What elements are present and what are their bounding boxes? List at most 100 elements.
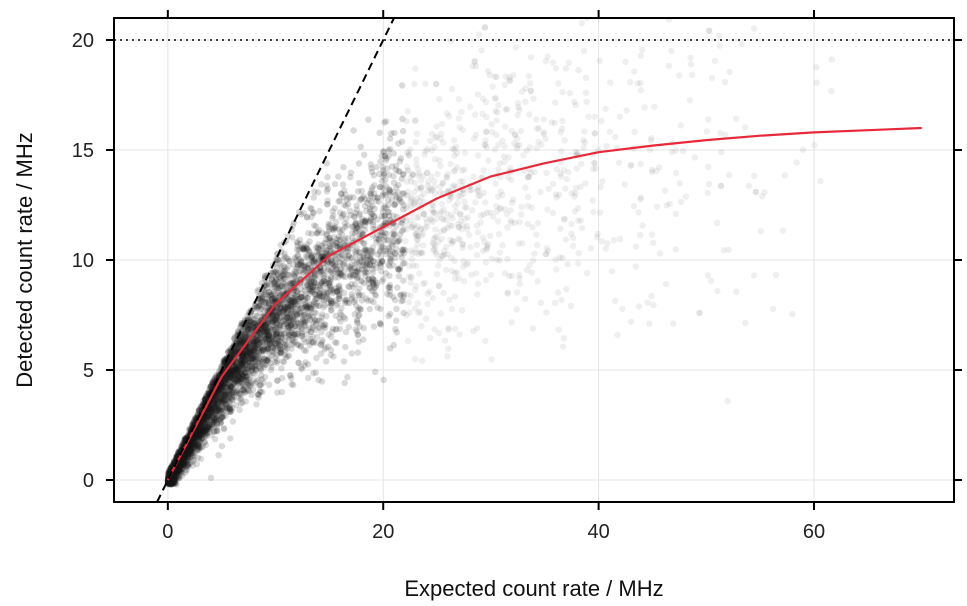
scatter-point — [262, 282, 270, 289]
scatter-point — [188, 449, 196, 457]
scatter-point — [199, 426, 206, 433]
scatter-point — [376, 129, 383, 136]
scatter-point — [251, 370, 258, 377]
scatter-point — [175, 466, 183, 474]
scatter-point — [255, 336, 262, 343]
scatter-point — [356, 223, 363, 230]
scatter-point — [215, 388, 222, 396]
scatter-point — [313, 291, 320, 299]
scatter-point — [264, 334, 271, 341]
scatter-point — [237, 400, 245, 407]
scatter-point — [400, 291, 408, 298]
scatter-point — [308, 303, 316, 310]
scatter-point — [177, 469, 184, 476]
scatter-point — [294, 290, 301, 297]
scatter-point — [631, 128, 638, 135]
scatter-point — [349, 234, 356, 241]
scatter-point — [237, 375, 244, 382]
scatter-point — [239, 361, 246, 368]
scatter-point — [369, 275, 376, 282]
scatter-point — [513, 306, 520, 313]
scatter-point — [244, 354, 252, 362]
scatter-point — [319, 296, 326, 304]
scatter-point — [198, 431, 206, 438]
scatter-point — [342, 297, 349, 305]
scatter-point — [370, 258, 377, 265]
scatter-point — [473, 270, 480, 277]
scatter-point — [246, 348, 254, 356]
scatter-point — [395, 140, 402, 147]
scatter-point — [362, 217, 369, 224]
scatter-point — [185, 448, 192, 456]
scatter-point — [259, 350, 266, 358]
scatter-point — [263, 330, 271, 337]
scatter-point — [361, 202, 369, 209]
scatter-point — [583, 98, 590, 105]
scatter-point — [449, 215, 456, 222]
scatter-point — [454, 199, 461, 207]
scatter-point — [318, 313, 325, 321]
scatter-point — [169, 480, 176, 487]
scatter-point — [267, 318, 274, 325]
scatter-point — [266, 340, 274, 347]
scatter-point — [291, 331, 298, 339]
scatter-point — [403, 226, 410, 233]
scatter-point — [352, 222, 359, 229]
scatter-point — [385, 185, 393, 193]
scatter-point — [197, 438, 204, 445]
scatter-point — [181, 452, 188, 459]
scatter-point — [166, 480, 174, 487]
scatter-point — [223, 401, 230, 408]
scatter-point — [195, 433, 202, 441]
scatter-point — [236, 378, 243, 386]
scatter-point — [284, 301, 291, 308]
scatter-point — [372, 283, 379, 291]
scatter-point — [209, 404, 216, 411]
scatter-point — [390, 262, 397, 269]
scatter-point — [245, 358, 253, 365]
scatter-point — [198, 419, 205, 426]
scatter-point — [230, 372, 238, 379]
scatter-point — [501, 158, 508, 166]
scatter-point — [184, 461, 191, 469]
scatter-point — [392, 245, 400, 252]
scatter-point — [168, 478, 175, 485]
scatter-point — [254, 344, 262, 351]
scatter-point — [420, 190, 427, 197]
scatter-point — [289, 315, 296, 323]
scatter-point — [361, 256, 368, 264]
scatter-point — [235, 366, 242, 374]
scatter-point — [297, 301, 305, 308]
scatter-point — [371, 194, 378, 201]
scatter-point — [417, 177, 425, 184]
scatter-point — [721, 78, 729, 86]
scatter-point — [306, 238, 313, 245]
scatter-point — [285, 271, 293, 279]
scatter-point — [473, 222, 481, 229]
scatter-point — [196, 407, 203, 414]
scatter-point — [204, 407, 211, 415]
scatter-point — [197, 431, 204, 439]
scatter-point — [454, 221, 462, 228]
scatter-point — [619, 305, 626, 312]
scatter-point — [386, 187, 393, 194]
scatter-point — [228, 351, 236, 358]
scatter-point — [294, 310, 301, 317]
scatter-point — [301, 297, 308, 304]
scatter-point — [379, 173, 387, 180]
scatter-point — [584, 269, 591, 277]
scatter-point — [451, 203, 459, 210]
scatter-point — [370, 172, 377, 179]
scatter-point — [399, 127, 407, 135]
scatter-point — [176, 467, 183, 474]
scatter-point — [392, 326, 399, 333]
scatter-point — [235, 374, 243, 382]
scatter-point — [338, 272, 345, 279]
scatter-point — [522, 98, 529, 106]
scatter-point — [198, 422, 206, 430]
scatter-point — [506, 77, 513, 84]
scatter-point — [239, 366, 246, 373]
scatter-point — [543, 309, 550, 316]
scatter-point — [432, 234, 439, 241]
scatter-point — [707, 277, 715, 285]
